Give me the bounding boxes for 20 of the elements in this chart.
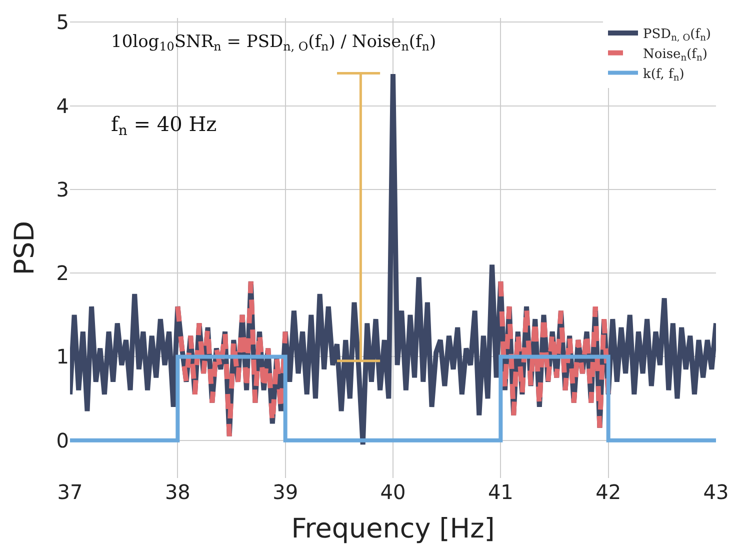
x-tick-label: 43 (703, 480, 729, 504)
x-tick-label: 38 (164, 480, 190, 504)
text: 10log$_{10}$SNR$_{n}$ = PSD$_{n, O}$(f$_{n}$) / Noise$_{n}$(f$_{n}$) (111, 32, 436, 54)
legend-label: k(f, f$_{n}$) (643, 66, 684, 84)
y-tick-label: 3 (56, 177, 69, 202)
x-tick-label: 39 (272, 480, 298, 504)
y-axis-title: PSD (9, 220, 40, 276)
legend-label: PSD$_{n, O}$(f$_{n}$) (643, 27, 711, 44)
x-tick-label: 37 (57, 480, 83, 504)
x-tick-label: 41 (488, 480, 514, 504)
y-tick-label: 1 (56, 344, 69, 369)
legend-label: Noise$_{n}$(f$_{n}$) (643, 46, 708, 64)
y-tick-label: 2 (56, 261, 69, 286)
x-tick-label: 42 (596, 480, 622, 504)
annotation: f$_{n}$ = 40 Hz (111, 112, 217, 140)
y-tick-label: 4 (56, 94, 69, 118)
y-tick-label: 0 (56, 428, 69, 452)
y-tick-label: 5 (56, 10, 69, 34)
x-axis-title: Frequency [Hz] (291, 513, 495, 544)
x-tick-label: 40 (380, 480, 406, 504)
